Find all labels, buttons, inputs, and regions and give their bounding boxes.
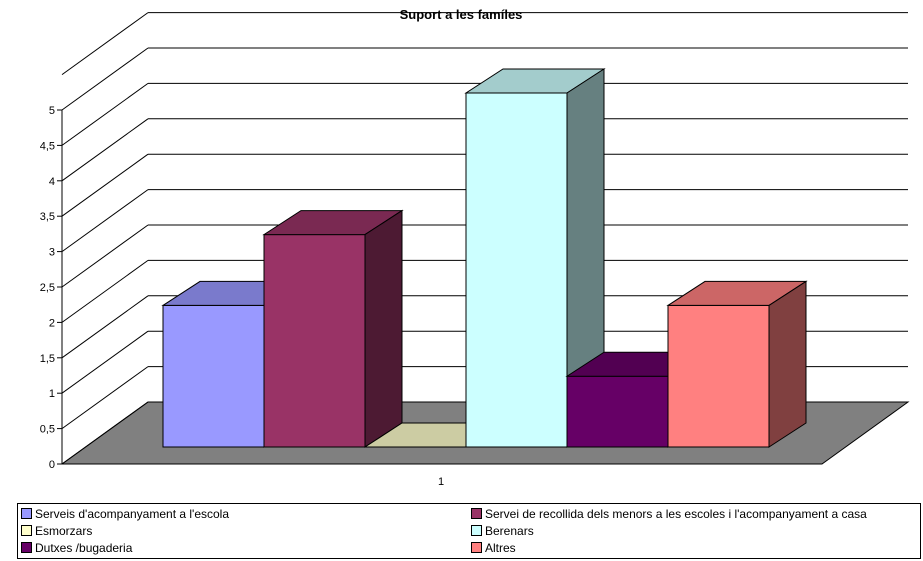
legend-swatch <box>21 542 32 553</box>
legend-label: Servei de recollida dels menors a les es… <box>485 507 867 521</box>
legend-item: Serveis d'acompanyament a l'escola <box>21 507 229 521</box>
gridline <box>61 224 149 288</box>
gridline <box>61 118 149 182</box>
y-tick-label: 3,5 <box>40 211 55 223</box>
y-tick-label: 1 <box>49 388 55 400</box>
bar <box>262 209 404 448</box>
bar-front <box>263 234 366 448</box>
legend-item: Dutxes /bugaderia <box>21 541 132 555</box>
gridline <box>61 330 149 394</box>
chart-title: Suport a les famíles <box>400 7 523 22</box>
gridline <box>61 366 149 430</box>
legend: Serveis d'acompanyament a l'escola Serve… <box>17 503 921 559</box>
gridline <box>61 189 149 253</box>
bar-side <box>768 280 807 448</box>
legend-item: Esmorzars <box>21 524 92 538</box>
y-tick-label: 4 <box>49 176 55 188</box>
y-axis-ticks: 0 0,5 1 1,5 2 2,5 3 3,5 4 4,5 5 <box>40 105 63 471</box>
x-tick-label: 1 <box>438 476 444 488</box>
y-tick-label: 0,5 <box>40 424 55 436</box>
bar-side <box>364 209 403 448</box>
legend-item: Servei de recollida dels menors a les es… <box>471 507 867 521</box>
bar <box>666 280 808 448</box>
legend-swatch <box>471 508 482 519</box>
y-tick-label: 2,5 <box>40 282 55 294</box>
bar-front <box>162 304 265 448</box>
bar <box>464 68 606 448</box>
gridline <box>61 153 149 217</box>
legend-swatch <box>21 508 32 519</box>
legend-item: Berenars <box>471 524 534 538</box>
gridline <box>61 82 149 146</box>
legend-label: Esmorzars <box>35 524 93 538</box>
bar-chart-3d: Suport a les famíles 0 0,5 1 1,5 2 2,5 3 3,5 4 4,… <box>40 7 910 488</box>
bar-front <box>465 92 568 448</box>
legend-label: Altres <box>485 541 516 555</box>
bars <box>161 68 808 448</box>
y-tick-label: 5 <box>49 105 55 117</box>
legend-item: Altres <box>471 541 516 555</box>
gridline <box>61 295 149 359</box>
legend-swatch <box>471 542 482 553</box>
y-tick-label: 4,5 <box>40 140 55 152</box>
gridline <box>61 401 149 465</box>
gridline <box>61 47 149 111</box>
legend-label: Berenars <box>485 524 534 538</box>
y-tick-label: 1,5 <box>40 353 55 365</box>
gridline <box>61 259 149 323</box>
y-tick-label: 2 <box>49 317 55 329</box>
gridline <box>61 12 149 76</box>
legend-label: Dutxes /bugaderia <box>35 541 133 555</box>
bar-front <box>566 375 669 448</box>
legend-swatch <box>21 525 32 536</box>
legend-label: Serveis d'acompanyament a l'escola <box>35 507 230 521</box>
y-tick-label: 3 <box>49 247 55 259</box>
bar-front <box>667 304 770 448</box>
legend-swatch <box>471 525 482 536</box>
y-tick-label: 0 <box>49 459 55 471</box>
